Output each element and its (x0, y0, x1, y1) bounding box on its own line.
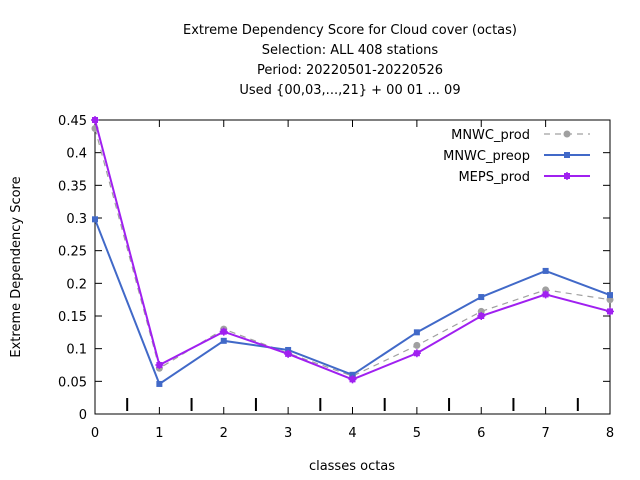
legend-marker (563, 130, 571, 138)
title-line-2: Selection: ALL 408 stations (262, 43, 439, 58)
y-tick-label: 0.3 (66, 212, 87, 227)
data-point (284, 349, 293, 358)
data-point (349, 371, 356, 378)
x-tick-label: 2 (220, 426, 228, 441)
series-MNWC_prod (91, 124, 614, 380)
y-tick-label: 0.1 (66, 343, 87, 358)
series-MEPS_prod (91, 116, 614, 384)
y-tick-label: 0.15 (58, 310, 87, 325)
y-tick-label: 0.05 (58, 375, 87, 390)
y-tick-label: 0.2 (66, 277, 87, 292)
data-point (478, 294, 485, 301)
data-point (412, 349, 421, 358)
title-line-3: Period: 20220501-20220526 (257, 63, 443, 78)
series-line-MNWC_prod (94, 128, 611, 377)
data-point (541, 290, 550, 299)
x-tick-label: 1 (155, 426, 163, 441)
axis-tick-labels: 0 0.05 0.1 0.15 0.2 0.25 0.3 0.35 0.4 0.45 0 1 2 3 4 5 6… (58, 114, 614, 441)
data-point (92, 216, 98, 223)
y-tick-label: 0.35 (58, 179, 87, 194)
series-layer (91, 116, 614, 387)
legend-marker (564, 152, 570, 158)
legend-label: MEPS_prod (458, 170, 530, 185)
legend: MNWC_prod MNWC_preop MEPS_prod (443, 128, 590, 185)
x-tick-label: 4 (348, 426, 356, 441)
x-tick-label: 5 (413, 426, 421, 441)
y-tick-label: 0.45 (58, 114, 87, 129)
x-tick-label: 0 (91, 426, 99, 441)
data-point (606, 307, 614, 316)
series-line-MEPS_prod (94, 119, 611, 381)
x-tick-label: 7 (541, 426, 549, 441)
data-point (219, 327, 228, 336)
y-tick-label: 0.25 (58, 245, 87, 260)
data-point (542, 267, 549, 274)
data-point (413, 329, 420, 336)
plot-frame (94, 119, 611, 415)
y-tick-label: 0 (79, 408, 87, 423)
x-tick-label: 6 (477, 426, 485, 441)
data-point (91, 116, 99, 124)
title-line-4: Used {00,03,...,21} + 00 01 ... 09 (239, 83, 460, 98)
y-tick-label: 0.4 (66, 147, 87, 162)
data-point (156, 380, 163, 387)
x-tick-label: 8 (606, 426, 614, 441)
data-point (477, 312, 486, 320)
x-tick-label: 3 (284, 426, 292, 441)
data-point (348, 375, 357, 384)
legend-label: MNWC_prod (451, 128, 530, 143)
chart-title: Extreme Dependency Score for Cloud cover… (183, 23, 517, 98)
data-point (607, 292, 613, 299)
x-axis-label: classes octas (309, 459, 395, 474)
title-line-1: Extreme Dependency Score for Cloud cover… (183, 23, 517, 38)
data-point (413, 341, 421, 349)
axis-ticks (94, 119, 611, 415)
data-point (220, 337, 227, 344)
series-MNWC_preop (92, 216, 613, 387)
legend-label: MNWC_preop (443, 149, 530, 164)
data-point (155, 361, 164, 369)
y-axis-label: Extreme Dependency Score (9, 176, 24, 357)
